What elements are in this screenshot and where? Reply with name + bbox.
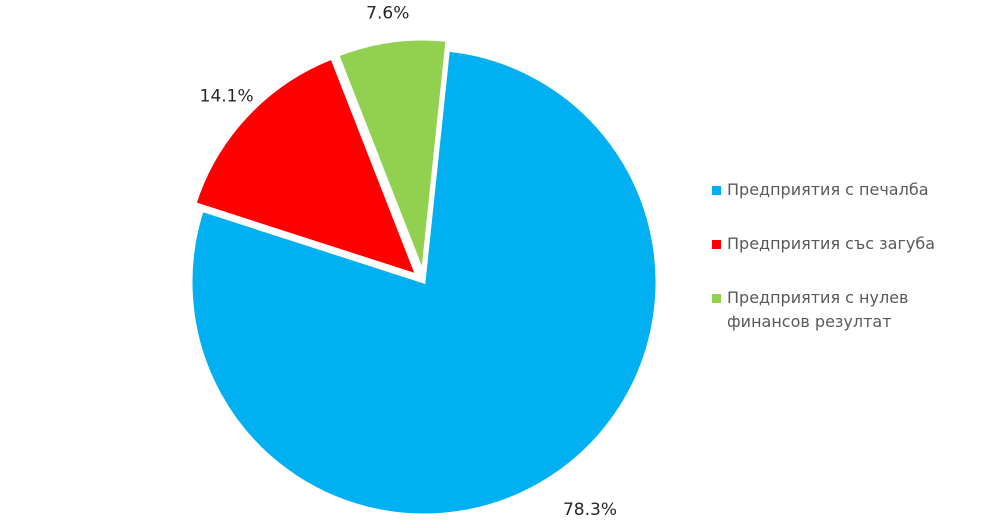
legend-item: Предприятия със загуба xyxy=(712,232,982,256)
pie-slice xyxy=(335,37,449,273)
data-label: 14.1% xyxy=(200,86,254,106)
legend-swatch xyxy=(712,240,721,249)
data-label: 7.6% xyxy=(366,3,409,23)
pie-slice xyxy=(189,48,659,517)
legend: Предприятия с печалба Предприятия със заг… xyxy=(712,178,982,364)
legend-swatch xyxy=(712,186,721,195)
legend-label: Предприятия със загуба xyxy=(727,234,936,253)
legend-item: Предприятия с печалба xyxy=(712,178,982,202)
legend-item: Предприятия с нулев финансов резултат xyxy=(712,286,982,334)
legend-label: Предприятия с нулев финансов резултат xyxy=(727,288,909,331)
legend-label: Предприятия с печалба xyxy=(727,180,929,199)
data-label: 78.3% xyxy=(563,500,617,520)
pie-slice xyxy=(193,56,420,278)
legend-swatch xyxy=(712,294,721,303)
